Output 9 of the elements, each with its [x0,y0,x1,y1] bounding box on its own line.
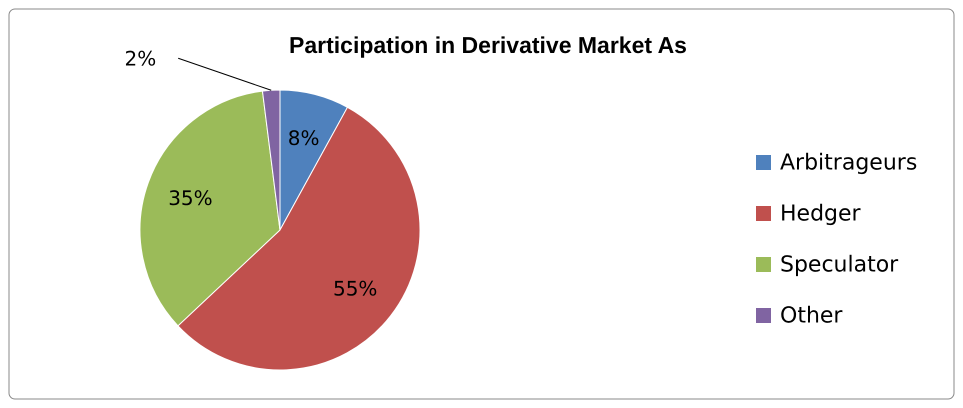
legend-label: Other [780,304,844,328]
legend-label: Hedger [780,202,862,226]
legend-label: Speculator [780,252,900,278]
data-label: 8% [288,126,320,150]
data-label: 35% [168,186,213,210]
data-label: 2% [124,46,156,70]
chart-title: Participation in Derivative Market As [289,32,687,58]
data-label: 55% [332,276,378,300]
legend-label: Arbitrageurs [780,150,918,176]
